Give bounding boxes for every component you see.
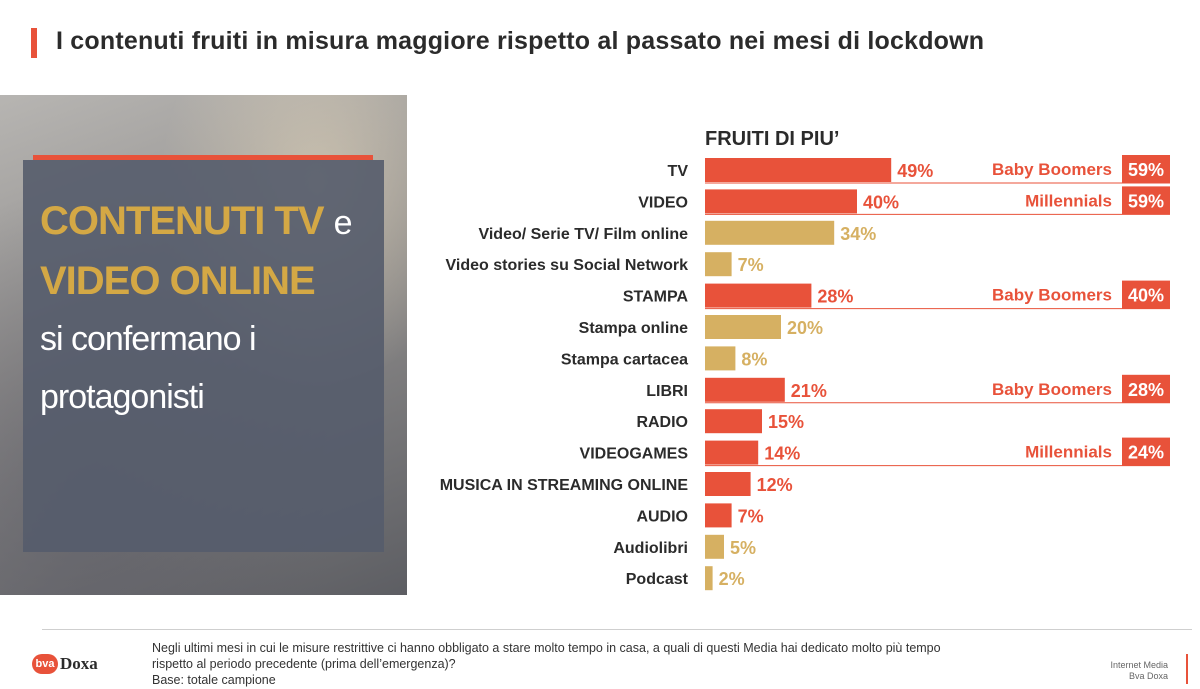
value-label: 7% (738, 506, 764, 526)
category-label: RADIO (636, 414, 688, 431)
category-label: LIBRI (646, 383, 688, 400)
callout-box (1122, 374, 1170, 403)
callout-segment-label: Baby Boomers (992, 380, 1112, 399)
headline-line3: si confermano i (40, 320, 257, 358)
footnote-line3: Base: totale campione (152, 673, 276, 687)
headline-line1-white: e (333, 204, 353, 242)
callout-box (1122, 186, 1170, 215)
value-label: 49% (897, 161, 933, 181)
headline-line1-gold: CONTENUTI TV (40, 199, 325, 243)
headline-box-rule (33, 155, 373, 160)
page-title: I contenuti fruiti in misura maggiore ri… (56, 27, 985, 55)
bar (705, 409, 762, 434)
category-label: STAMPA (623, 289, 689, 306)
brand-caption: Internet Media Bva Doxa (1110, 660, 1168, 682)
category-label: Podcast (626, 571, 689, 588)
logo-text: Doxa (60, 654, 98, 673)
value-label: 34% (840, 224, 876, 244)
headline-line2: VIDEO ONLINE (40, 259, 316, 303)
callout-value: 40% (1128, 286, 1164, 306)
category-label: Video/ Serie TV/ Film online (478, 226, 688, 243)
callout-value: 28% (1128, 380, 1164, 400)
bar (705, 472, 751, 496)
value-label: 40% (863, 192, 899, 212)
bar (705, 503, 732, 528)
callout-box (1122, 280, 1170, 309)
bar (705, 283, 812, 308)
footnote-line1: Negli ultimi mesi in cui le misure restr… (152, 641, 941, 655)
headline-text: CONTENUTI TV e VIDEO ONLINE si conferman… (40, 192, 380, 426)
value-label: 20% (787, 318, 823, 338)
callout-value: 59% (1128, 160, 1164, 180)
value-label: 21% (791, 381, 827, 401)
bva-doxa-logo: bva Doxa (32, 654, 98, 674)
bar (705, 377, 785, 402)
question-footnote: Negli ultimi mesi in cui le misure restr… (152, 640, 1052, 688)
callout-segment-label: Baby Boomers (992, 286, 1112, 305)
logo-mark: bva (32, 654, 58, 674)
category-label: AUDIO (636, 508, 688, 525)
value-label: 14% (764, 444, 800, 464)
bar (705, 189, 857, 214)
callout-value: 24% (1128, 443, 1164, 463)
category-label: VIDEO (638, 194, 688, 211)
bar-chart: FRUITI DI PIU’ TV 49% VIDEO 40% Video/ Serie … (440, 128, 1170, 591)
callout-value: 59% (1128, 191, 1164, 211)
callout-segment-label: Millennials (1025, 191, 1112, 210)
callout-box (1122, 437, 1170, 466)
category-label: VIDEOGAMES (580, 446, 689, 463)
bar (705, 252, 732, 277)
bar (705, 220, 835, 245)
value-label: 8% (741, 349, 767, 369)
category-label: MUSICA IN STREAMING ONLINE (440, 477, 689, 494)
category-label: TV (668, 163, 689, 180)
bar (705, 158, 892, 182)
bar (705, 534, 724, 559)
footer-rule (42, 629, 1192, 630)
bar (705, 566, 713, 591)
value-label: 7% (738, 255, 764, 275)
value-label: 28% (817, 287, 853, 307)
bar (705, 346, 736, 371)
category-label: Stampa online (579, 320, 688, 337)
brand-line2: Bva Doxa (1128, 671, 1168, 681)
callout-segment-label: Baby Boomers (992, 160, 1112, 179)
category-label: Stampa cartacea (561, 351, 688, 368)
headline-line4: protagonisti (40, 378, 205, 416)
value-label: 12% (757, 475, 793, 495)
chart-title: FRUITI DI PIU’ (705, 128, 839, 150)
footnote-line2: rispetto al periodo precedente (prima de… (152, 657, 456, 671)
bar (705, 440, 759, 465)
headline-box (23, 160, 384, 552)
value-label: 2% (719, 569, 745, 589)
category-label: Video stories su Social Network (446, 257, 689, 274)
bar (705, 315, 781, 339)
callout-box (1122, 155, 1170, 183)
callout-segment-label: Millennials (1025, 443, 1112, 462)
brand-line1: Internet Media (1110, 660, 1168, 670)
category-label: Audiolibri (613, 540, 688, 557)
value-label: 5% (730, 538, 756, 558)
value-label: 15% (768, 412, 804, 432)
corner-accent-bar (1186, 654, 1188, 684)
title-accent-bar (31, 28, 37, 58)
